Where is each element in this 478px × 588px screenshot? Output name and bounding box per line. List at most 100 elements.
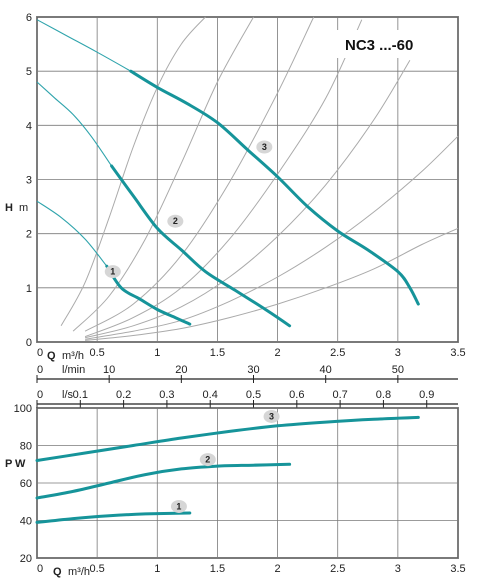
power-curve-badge-text: 3 (269, 411, 274, 421)
head-x-tick-label: 1.5 (210, 347, 225, 359)
ls-tick-label: 0.4 (203, 389, 218, 401)
lmin-tick-label: 10 (103, 364, 115, 376)
flow-axis-label-bottom: Q (53, 566, 62, 578)
lmin-tick-label: 0 (37, 364, 43, 376)
head-axis-label: H (5, 202, 13, 214)
ls-tick-label: 0.8 (376, 389, 391, 401)
head-curve-badge (104, 265, 121, 279)
lmin-ticks: 0 10 20 30 40 50 (36, 364, 404, 383)
head-axis-unit: m (19, 202, 28, 214)
head-y-tick-label: 0 (26, 337, 32, 349)
pump-curve-extension (36, 200, 108, 267)
power-pump-curves (35, 415, 420, 524)
pump-curve-extension (36, 81, 113, 167)
system-curve (85, 135, 459, 340)
power-y-tick-label: 40 (20, 516, 32, 528)
power-x-tick-label: 2 (275, 563, 281, 575)
head-curve-badge-text: 1 (110, 267, 115, 277)
head-y-tick-label: 6 (26, 12, 32, 24)
head-x-tick-label: 0 (37, 347, 43, 359)
system-curve (60, 16, 206, 327)
ls-tick-label: 0.6 (289, 389, 304, 401)
power-axis-unit: W (15, 458, 26, 470)
power-flow-chart: 1 2 3 20 40 60 80 100 0 0.5 1 1.5 2 2.5 3 3.5 P W Q m… (5, 403, 466, 578)
power-x-tick-label: 3.5 (450, 563, 465, 575)
head-x-tick-label: 0.5 (89, 347, 104, 359)
power-x-tick-label: 0 (37, 563, 43, 575)
head-curve-badge (256, 140, 273, 154)
power-y-tick-label: 20 (20, 553, 32, 565)
head-curve-badge-text: 3 (262, 142, 267, 152)
chart-title: NC3 ...-60 (345, 37, 413, 54)
power-chart-grid (36, 407, 459, 559)
ls-tick-label: 0.5 (246, 389, 261, 401)
secondary-flow-axes: 0 10 20 30 40 50 l/min 0 0.1 0.2 0.3 0.4 0.5 0.6 0.7… (36, 364, 458, 408)
head-curve-badge (167, 214, 184, 228)
power-curve-badge (199, 453, 216, 467)
power-x-tick-label: 0.5 (89, 563, 104, 575)
ls-tick-label: 0 (37, 389, 43, 401)
ls-tick-label: 0.9 (419, 389, 434, 401)
head-chart-grid (36, 16, 459, 343)
power-x-ticks: 0 0.5 1 1.5 2 2.5 3 3.5 (37, 563, 466, 575)
power-y-tick-label: 80 (20, 441, 32, 453)
head-x-tick-label: 3 (395, 347, 401, 359)
lmin-tick-label: 40 (320, 364, 332, 376)
power-x-tick-label: 1.5 (210, 563, 225, 575)
power-y-tick-label: 100 (14, 403, 32, 415)
flow-axis-label-top: Q (47, 350, 56, 362)
head-y-ticks: 0 1 2 3 4 5 6 (26, 12, 32, 349)
ls-tick-label: 0.1 (73, 389, 88, 401)
system-curves (60, 16, 459, 341)
ls-axis-label: l/s (62, 389, 74, 401)
power-curve-badge (263, 409, 280, 423)
ls-tick-label: 0.7 (332, 389, 347, 401)
pump-curve-extensions (36, 19, 132, 267)
power-y-tick-label: 60 (20, 478, 32, 490)
power-x-tick-label: 2.5 (330, 563, 345, 575)
head-y-tick-label: 4 (26, 120, 32, 132)
head-x-tick-label: 2.5 (330, 347, 345, 359)
system-curve (85, 227, 459, 341)
system-curve (84, 16, 315, 332)
flow-axis-unit-top: m³/h (62, 350, 84, 362)
head-x-tick-label: 3.5 (450, 347, 465, 359)
flow-axis-unit-bottom: m³/h (68, 566, 90, 578)
head-curve-1 (105, 264, 192, 326)
chart-title-box: NC3 ...-60 (336, 30, 454, 58)
power-curve-1 (35, 511, 192, 524)
power-axis-label: P (5, 458, 12, 470)
head-curve-labels: 1 2 3 (104, 140, 273, 279)
ls-tick-label: 0.3 (159, 389, 174, 401)
power-x-tick-label: 1 (154, 563, 160, 575)
power-curve-labels: 1 2 3 (170, 409, 280, 513)
head-y-tick-label: 2 (26, 229, 32, 241)
head-y-tick-label: 3 (26, 175, 32, 187)
power-curve-badge-text: 2 (205, 455, 210, 465)
system-curve (84, 60, 411, 339)
lmin-axis-label: l/min (62, 364, 85, 376)
power-curve-badge-text: 1 (176, 501, 181, 511)
ls-tick-label: 0.2 (116, 389, 131, 401)
head-curve-2 (110, 164, 292, 328)
head-y-tick-label: 1 (26, 283, 32, 295)
head-y-tick-label: 5 (26, 66, 32, 78)
power-curve-3 (35, 415, 420, 462)
system-curve (84, 19, 363, 338)
head-x-ticks: 0 0.5 1 1.5 2 2.5 3 3.5 (37, 347, 466, 359)
lmin-tick-label: 20 (175, 364, 187, 376)
head-x-tick-label: 1 (154, 347, 160, 359)
lmin-tick-label: 50 (392, 364, 404, 376)
lmin-tick-label: 30 (247, 364, 259, 376)
ls-ticks: 0 0.1 0.2 0.3 0.4 0.5 0.6 0.7 0.8 0.9 (36, 389, 434, 408)
head-pump-curves (105, 69, 420, 328)
head-curve-3 (129, 69, 420, 306)
head-curve-badge-text: 2 (173, 216, 178, 226)
power-x-tick-label: 3 (395, 563, 401, 575)
system-curve (72, 16, 254, 332)
power-y-ticks: 20 40 60 80 100 (14, 403, 32, 565)
head-x-tick-label: 2 (275, 347, 281, 359)
pump-curve-extension (36, 19, 132, 72)
